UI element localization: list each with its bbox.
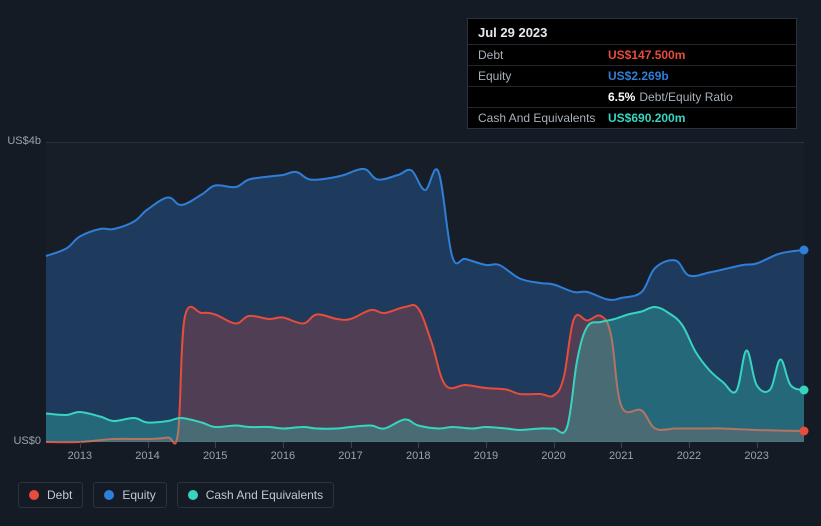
x-axis-label: 2016 [263,450,303,462]
x-axis-label: 2015 [195,450,235,462]
chart-tooltip: Jul 29 2023 DebtUS$147.500mEquityUS$2.26… [467,18,797,129]
legend-label: Equity [122,488,155,502]
legend-item-cash-and-equivalents[interactable]: Cash And Equivalents [177,482,334,508]
x-axis-label: 2023 [737,450,777,462]
tooltip-date: Jul 29 2023 [468,19,796,44]
tooltip-value: US$2.269b [608,69,669,83]
legend-label: Debt [47,488,72,502]
x-tick [621,442,622,448]
legend-item-debt[interactable]: Debt [18,482,83,508]
x-tick [80,442,81,448]
x-tick [689,442,690,448]
legend-dot-icon [29,490,39,500]
legend-dot-icon [104,490,114,500]
end-marker-equity [800,246,809,255]
x-tick [757,442,758,448]
tooltip-label: Cash And Equivalents [478,111,608,125]
x-axis-label: 2017 [331,450,371,462]
x-axis-label: 2021 [601,450,641,462]
legend-item-equity[interactable]: Equity [93,482,166,508]
tooltip-label: Equity [478,69,608,83]
x-tick [486,442,487,448]
x-tick [283,442,284,448]
plot-area[interactable] [46,142,804,442]
x-tick [148,442,149,448]
legend-dot-icon [188,490,198,500]
tooltip-row: 6.5% Debt/Equity Ratio [468,86,796,107]
tooltip-value: US$147.500m [608,48,685,62]
x-axis-label: 2019 [466,450,506,462]
y-axis-label: US$0 [0,435,41,447]
x-axis-label: 2018 [398,450,438,462]
tooltip-value: US$690.200m [608,111,685,125]
tooltip-label [478,90,608,104]
x-axis-label: 2020 [534,450,574,462]
x-tick [351,442,352,448]
y-axis-label: US$4b [0,135,41,147]
tooltip-value: 6.5% [608,90,635,104]
x-axis-label: 2014 [128,450,168,462]
end-marker-cash [800,386,809,395]
legend-label: Cash And Equivalents [206,488,323,502]
chart-container: { "chart": { "type": "area", "background… [0,0,821,526]
tooltip-row: DebtUS$147.500m [468,44,796,65]
x-axis-label: 2013 [60,450,100,462]
tooltip-suffix: Debt/Equity Ratio [639,90,732,104]
chart-legend: Debt Equity Cash And Equivalents [18,482,334,508]
x-tick [215,442,216,448]
tooltip-label: Debt [478,48,608,62]
end-marker-debt [800,426,809,435]
x-axis-label: 2022 [669,450,709,462]
tooltip-row: EquityUS$2.269b [468,65,796,86]
x-tick [554,442,555,448]
tooltip-row: Cash And EquivalentsUS$690.200m [468,107,796,128]
x-tick [418,442,419,448]
